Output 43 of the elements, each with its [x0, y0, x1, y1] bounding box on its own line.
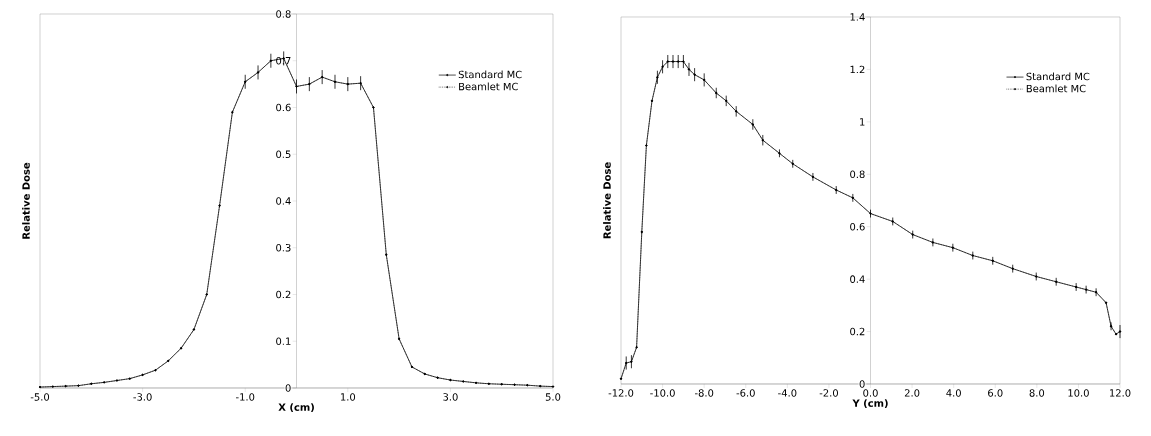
y-tick-label: 0.8 — [276, 10, 291, 18]
x-tick-label: -2.0 — [819, 389, 838, 397]
x-axis-title: Y (cm) — [852, 399, 888, 409]
x-tick-label: 0.0 — [863, 389, 878, 397]
x-tick-label: 12.0 — [1110, 389, 1131, 397]
x-axis-title: X (cm) — [278, 403, 314, 413]
x-tick-label: -8.0 — [694, 389, 714, 397]
y-tick-label: 0.6 — [850, 222, 865, 231]
y-tick-label: 0.8 — [850, 170, 865, 179]
y-tick-label: 0.4 — [276, 197, 291, 205]
x-tick-label: -1.0 — [235, 393, 255, 401]
legend-label: Standard MC — [1026, 72, 1090, 81]
x-tick-label: -6.0 — [736, 389, 755, 397]
legend-label: Standard MC — [458, 70, 522, 79]
legend-label: Beamlet MC — [459, 82, 518, 91]
x-tick-label: 6.0 — [988, 389, 1003, 397]
y-tick-label: 1 — [860, 118, 865, 126]
y-tick-label: 0.2 — [850, 327, 865, 336]
y-tick-label: 0.2 — [276, 290, 291, 299]
x-tick-label: 1.0 — [340, 393, 356, 401]
y-tick-label: 1.4 — [850, 13, 865, 21]
x-tick-label: 3.0 — [443, 393, 458, 401]
x-tick-label: -4.0 — [778, 389, 797, 397]
y-tick-label: 0.1 — [276, 337, 291, 345]
y-tick-label: 0.3 — [276, 243, 291, 252]
x-tick-label: 5.0 — [545, 393, 561, 401]
x-tick-label: 4.0 — [946, 389, 961, 397]
y-tick-label: 0.5 — [276, 150, 291, 159]
x-tick-label: 10.0 — [1068, 389, 1089, 397]
y-tick-label: 0 — [859, 380, 865, 388]
y-tick-label: 0 — [285, 384, 291, 392]
y-tick-label: 0.4 — [850, 275, 865, 283]
y-tick-label: 0.6 — [276, 103, 291, 112]
y-axis-title: Relative Dose — [22, 162, 30, 239]
x-tick-label: -5.0 — [30, 393, 50, 401]
x-tick-label: 2.0 — [904, 389, 920, 397]
y-tick-label: 1.2 — [850, 65, 865, 74]
x-tick-label: -3.0 — [133, 393, 152, 401]
x-tick-label: -12.0 — [608, 389, 634, 397]
x-tick-label: 8.0 — [1029, 389, 1045, 397]
legend-label: Beamlet MC — [1026, 84, 1086, 93]
x-tick-label: -10.0 — [650, 389, 675, 397]
y-axis-title: Relative Dose — [603, 162, 611, 239]
